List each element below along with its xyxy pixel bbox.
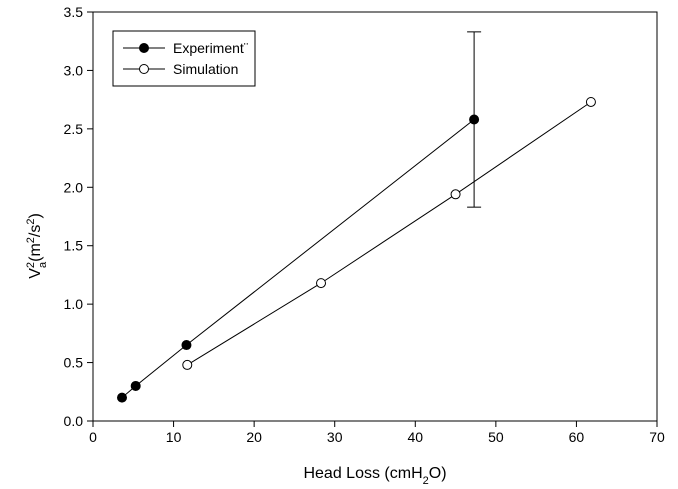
y-tick-label-0: 0.0 [64,413,84,429]
legend: Experiment¨ Simulation [112,30,256,87]
y-axis-label-mid: (m [27,243,44,262]
series-line-1 [187,101,592,366]
y-axis-label-base: V [27,268,44,279]
x-tick-label-0: 0 [89,429,97,445]
point-1-1 [316,278,327,289]
plot-frame [92,11,658,422]
x-axis-label-tail: O) [429,465,447,482]
y-tick-label-4: 2.0 [64,179,84,195]
point-0-1 [130,380,141,391]
legend-box [112,30,256,87]
x-tick-label-1: 10 [166,429,182,445]
axes [92,11,658,422]
point-0-2 [181,340,192,351]
legend-marker-1 [139,64,149,74]
y-tick-label-7: 3.5 [64,4,84,20]
legend-marker-0 [139,43,149,53]
x-tick-label-7: 70 [649,429,665,445]
y-tick-label-3: 1.5 [64,238,84,254]
x-tick-label-5: 50 [488,429,504,445]
y-axis-label-sup3: 2 [25,219,37,225]
ticks: 0 10 20 30 40 50 60 70 0.0 0.5 1.0 1.5 2.0 2.5 3.0 3.5 [64,4,665,445]
legend-label-0: Experiment¨ [173,40,249,56]
x-tick-label-3: 30 [327,429,343,445]
y-tick-label-5: 2.5 [64,121,84,137]
y-tick-label-6: 3.0 [64,62,84,78]
y-axis-label-slash: /s [27,225,44,237]
y-tick-label-1: 0.5 [64,355,84,371]
point-0-3 [469,114,480,125]
point-1-0 [182,359,193,370]
x-axis-label: Head Loss (cmH2O) [303,465,446,487]
point-1-3 [585,96,596,107]
series-line-0 [121,119,475,399]
y-axis-label-sup2: 2 [25,237,37,243]
point-0-0 [117,392,128,403]
legend-label-1: Simulation [173,61,238,77]
y-axis-label-sub1: a [37,261,49,268]
y-axis-label: V2a(m2/s2) [25,213,49,279]
x-tick-label-2: 20 [246,429,262,445]
x-axis-label-sub: 2 [423,475,429,487]
y-axis-label-tail: ) [27,213,44,218]
point-1-2 [450,189,461,200]
plot-area [117,31,596,403]
x-axis-label-base: Head Loss (cmH [303,465,422,482]
x-tick-label-6: 60 [569,429,585,445]
y-tick-label-2: 1.0 [64,296,84,312]
x-tick-label-4: 40 [407,429,423,445]
y-axis-label-sup1: 2 [25,262,37,268]
